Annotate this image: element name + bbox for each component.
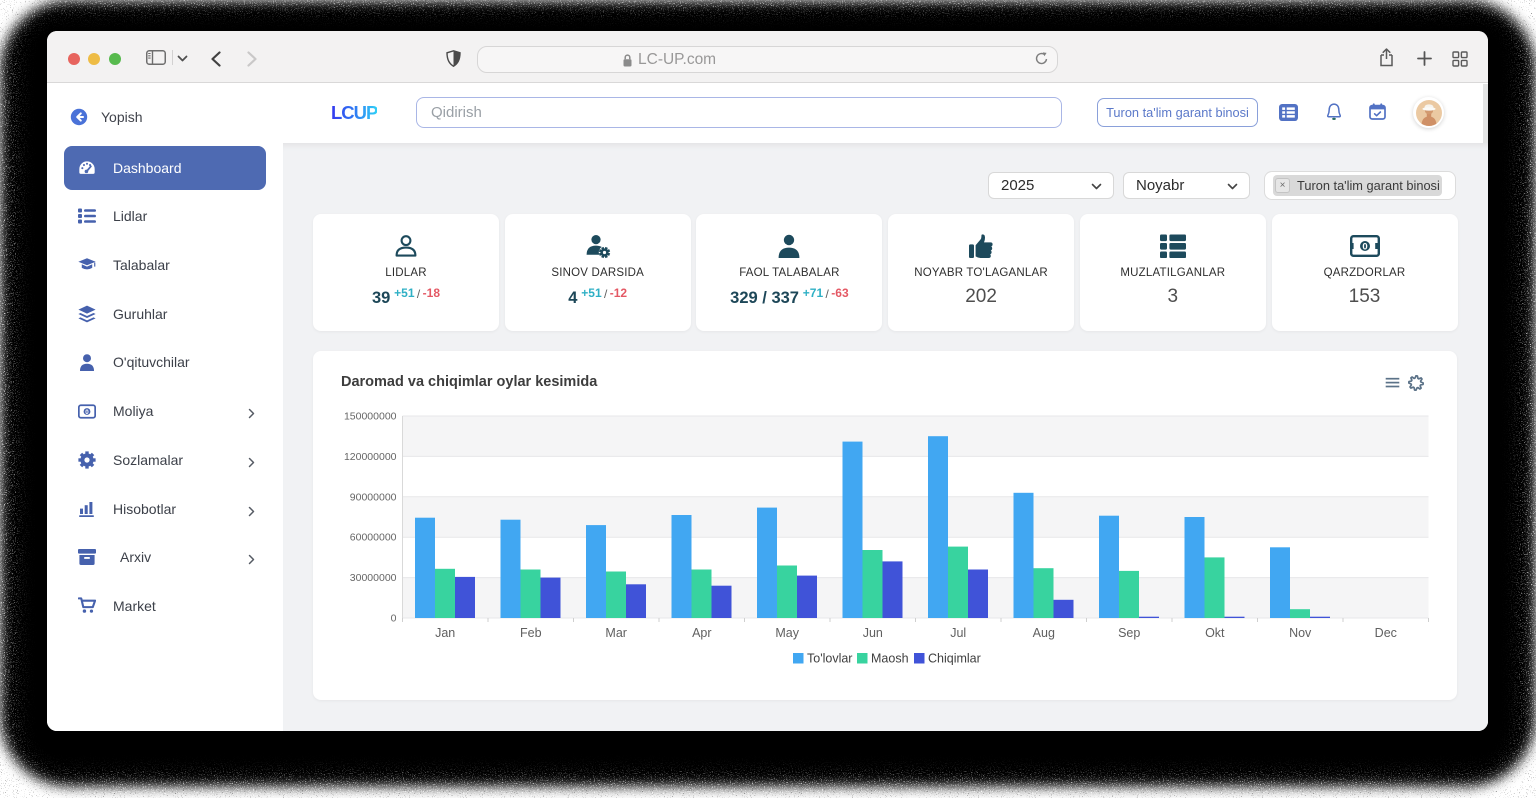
svg-text:0: 0 bbox=[85, 408, 89, 415]
svg-text:Okt: Okt bbox=[1205, 626, 1225, 640]
svg-text:Sep: Sep bbox=[1118, 626, 1140, 640]
svg-text:Feb: Feb bbox=[520, 626, 542, 640]
svg-text:Apr: Apr bbox=[692, 626, 711, 640]
svg-text:90000000: 90000000 bbox=[350, 491, 397, 503]
svg-text:Chiqimlar: Chiqimlar bbox=[928, 652, 981, 666]
svg-text:0: 0 bbox=[391, 613, 397, 625]
svg-text:Mar: Mar bbox=[605, 626, 627, 640]
svg-text:120000000: 120000000 bbox=[344, 451, 397, 463]
svg-text:Maosh: Maosh bbox=[871, 652, 909, 666]
svg-text:Dec: Dec bbox=[1375, 626, 1397, 640]
svg-text:Jun: Jun bbox=[863, 626, 883, 640]
svg-text:Jul: Jul bbox=[950, 626, 966, 640]
svg-text:60000000: 60000000 bbox=[350, 532, 397, 544]
svg-text:Jan: Jan bbox=[435, 626, 455, 640]
svg-text:May: May bbox=[775, 626, 799, 640]
svg-text:Aug: Aug bbox=[1033, 626, 1055, 640]
svg-text:150000000: 150000000 bbox=[344, 411, 397, 423]
svg-text:30000000: 30000000 bbox=[350, 572, 397, 584]
svg-text:0: 0 bbox=[1362, 242, 1367, 253]
svg-text:To'lovlar: To'lovlar bbox=[807, 652, 852, 666]
svg-text:Nov: Nov bbox=[1289, 626, 1312, 640]
